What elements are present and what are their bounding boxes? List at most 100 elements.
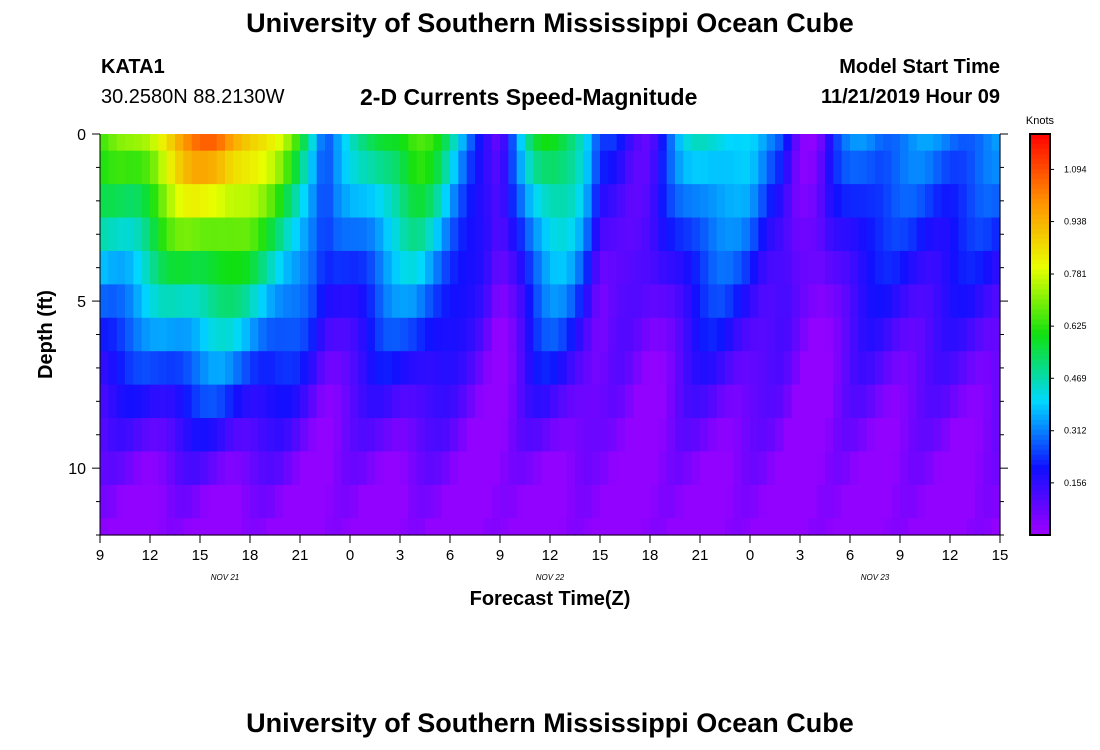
heatmap-cell [600,284,609,319]
heatmap-cell [750,518,759,536]
heatmap-cell [241,284,251,319]
heatmap-cell [683,418,693,453]
heatmap-cell [400,451,409,486]
heatmap-cell [583,150,593,185]
heatmap-cell [116,418,126,453]
heatmap-cell [841,217,851,252]
heatmap-cell [758,418,768,453]
heatmap-cell [816,150,826,185]
heatmap-cell [791,451,801,486]
heatmap-cell [991,518,1001,536]
heatmap-cell [733,284,743,319]
heatmap-cell [825,250,834,285]
heatmap-cell [625,284,634,319]
heatmap-cell [625,351,634,386]
heatmap-cell [558,451,568,486]
heatmap-cell [508,217,518,252]
heatmap-cell [833,150,843,185]
heatmap-cell [333,518,343,536]
heatmap-cell [425,134,434,152]
heatmap-cell [266,184,276,219]
heatmap-cell [825,518,834,536]
heatmap-cell [500,351,509,386]
heatmap-cell [433,134,443,152]
heatmap-cell [650,317,659,352]
heatmap-cell [800,351,809,386]
heatmap-cell [225,250,234,285]
heatmap-cell [216,351,226,386]
colorbar-swatch [1030,144,1050,150]
heatmap-cell [708,317,718,352]
colorbar-tick-label: 0.625 [1064,321,1087,331]
heatmap-cell [791,384,801,419]
heatmap-cell [900,150,909,185]
heatmap-cell [866,284,876,319]
heatmap-cell [133,250,143,285]
heatmap-cell [575,451,584,486]
heatmap-cell [533,384,543,419]
heatmap-cell [333,418,343,453]
heatmap-cell [908,484,918,519]
heatmap-cell [225,418,234,453]
colorbar-swatch [1030,179,1050,185]
heatmap-cell [233,250,243,285]
heatmap-cell [825,484,834,519]
colorbar-swatch [1030,494,1050,501]
heatmap-cell [500,184,509,219]
heatmap-cell [875,134,884,152]
heatmap-cell [458,351,468,386]
heatmap-cell [125,384,134,419]
heatmap-cell [625,250,634,285]
heatmap-cell [483,317,493,352]
heatmap-cell [633,217,643,252]
heatmap-cell [450,250,459,285]
heatmap-cell [475,418,484,453]
heatmap-cell [841,250,851,285]
heatmap-cell [241,250,251,285]
heatmap-cell [616,518,626,536]
heatmap-cell [391,150,401,185]
heatmap-cell [850,217,859,252]
heatmap-cell [108,184,118,219]
heatmap-cell [541,384,551,419]
heatmap-cell [408,134,418,152]
heatmap-cell [208,351,218,386]
heatmap-cell [508,134,518,152]
heatmap-cell [425,418,434,453]
heatmap-cell [233,184,243,219]
heatmap-cell [166,217,176,252]
heatmap-cell [383,250,393,285]
heatmap-cell [425,317,434,352]
heatmap-cell [525,484,534,519]
heatmap-cell [325,317,334,352]
heatmap-cell [450,150,459,185]
heatmap-cell [433,418,443,453]
heatmap-cell [891,518,901,536]
heatmap-cell [425,451,434,486]
heatmap-cell [300,384,309,419]
heatmap-cell [216,184,226,219]
heatmap-cell [191,284,201,319]
heatmap-cell [575,250,584,285]
heatmap-cell [491,250,501,285]
x-tick-label: 21 [292,547,309,564]
heatmap-cell [258,384,268,419]
heatmap-cell [383,217,393,252]
heatmap-cell [183,184,193,219]
heatmap-cell [166,418,176,453]
heatmap-cell [216,384,226,419]
heatmap-cell [308,317,318,352]
heatmap-cell [566,451,576,486]
heatmap-cell [341,518,351,536]
heatmap-cell [833,250,843,285]
heatmap-cell [575,418,584,453]
heatmap-cell [200,150,209,185]
heatmap-cell [316,418,326,453]
heatmap-cell [625,418,634,453]
heatmap-cell [875,484,884,519]
heatmap-cell [725,484,734,519]
heatmap-cell [191,217,201,252]
heatmap-cell [900,518,909,536]
heatmap-cell [875,250,884,285]
